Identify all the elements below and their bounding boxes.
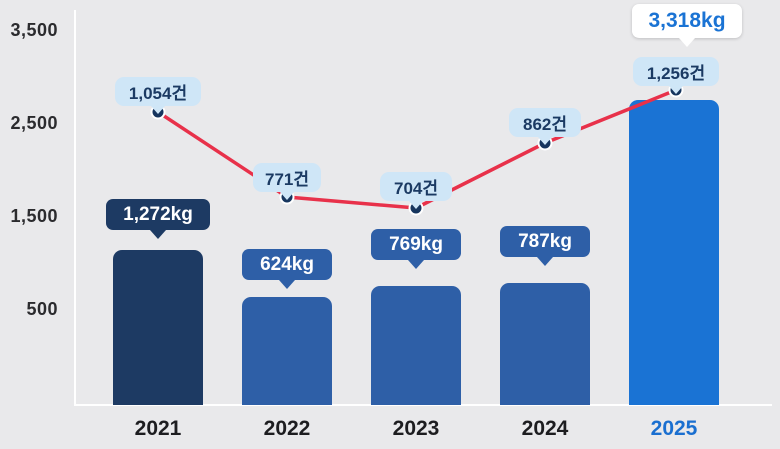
count-label-2023: 704건 <box>380 172 452 201</box>
x-axis-label-2021: 2021 <box>134 417 182 440</box>
count-label-2025: 1,256건 <box>633 57 719 86</box>
kg-label-2025: 3,318kg <box>632 4 742 38</box>
x-axis-label-2022: 2022 <box>263 417 311 440</box>
y-axis-line <box>74 10 76 406</box>
y-axis-tick-1500: 1,500 <box>10 206 58 226</box>
kg-label-2022: 624kg <box>242 249 332 280</box>
bar-2021 <box>113 250 203 405</box>
y-axis-tick-3500: 3,500 <box>10 20 58 40</box>
x-axis-label-2023: 2023 <box>392 417 440 440</box>
x-axis-label-2024: 2024 <box>521 417 569 440</box>
bar-2024 <box>500 283 590 405</box>
y-axis-tick-500: 500 <box>26 299 58 319</box>
kg-label-2021: 1,272kg <box>106 199 210 230</box>
count-label-2022: 771건 <box>253 163 321 192</box>
kg-label-2023: 769kg <box>371 229 461 260</box>
count-label-2021: 1,054건 <box>115 77 201 106</box>
x-axis-label-2025: 2025 <box>650 417 698 440</box>
count-label-2024: 862건 <box>509 108 581 137</box>
bar-2025 <box>629 100 719 405</box>
bar-2022 <box>242 297 332 405</box>
kg-label-2024: 787kg <box>500 226 590 257</box>
bar-2023 <box>371 286 461 405</box>
x-axis-line <box>74 404 772 406</box>
y-axis-tick-2500: 2,500 <box>10 113 58 133</box>
